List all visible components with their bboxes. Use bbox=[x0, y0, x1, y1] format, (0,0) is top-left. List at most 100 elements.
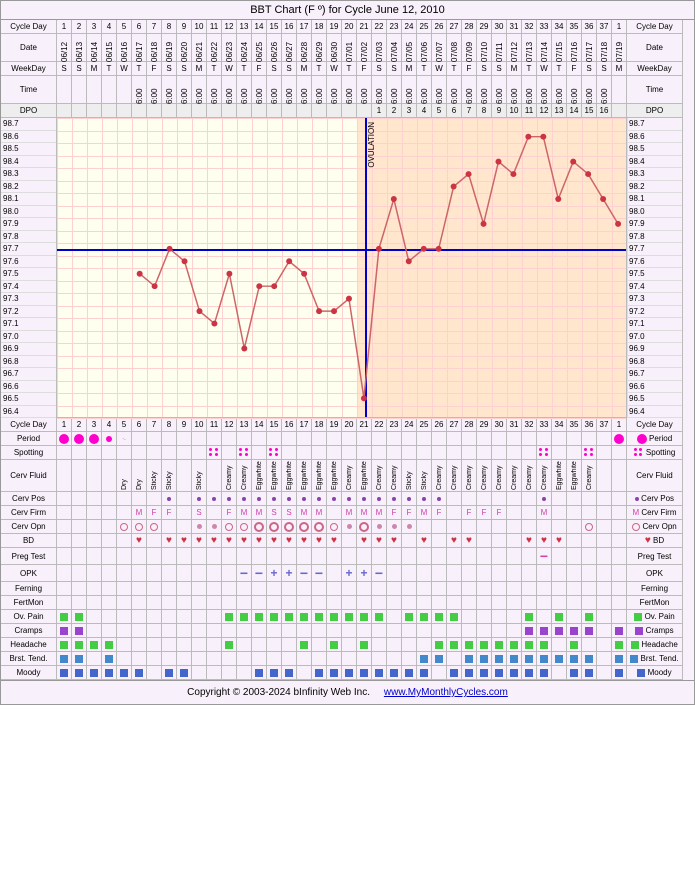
date-cell: 06/29 bbox=[312, 34, 327, 62]
headache-cell bbox=[57, 638, 72, 652]
cervopn-cell bbox=[492, 520, 507, 534]
brst-cell bbox=[402, 652, 417, 666]
fertmon-cell bbox=[582, 596, 597, 610]
headache-cell bbox=[552, 638, 567, 652]
footer: Copyright © 2003-2024 bInfinity Web Inc.… bbox=[1, 680, 694, 704]
cervpos-cell bbox=[567, 492, 582, 506]
cycle-day-cell2: 3 bbox=[87, 418, 102, 432]
dpo-cell bbox=[192, 104, 207, 118]
bd-cell bbox=[87, 534, 102, 548]
preg-cell bbox=[237, 548, 252, 565]
moody-cell bbox=[177, 666, 192, 680]
date-cell: 07/12 bbox=[507, 34, 522, 62]
cycle-day-cell: 33 bbox=[537, 20, 552, 34]
dpo-cell bbox=[237, 104, 252, 118]
bd-cell bbox=[342, 534, 357, 548]
ovpain-cell bbox=[72, 610, 87, 624]
cervfirm-cell: M bbox=[342, 506, 357, 520]
cycle-day-cell2: 14 bbox=[252, 418, 267, 432]
ferning-cell bbox=[312, 582, 327, 596]
date-cell: 06/21 bbox=[192, 34, 207, 62]
headache-cell bbox=[582, 638, 597, 652]
row-label-headache: Headache bbox=[1, 638, 57, 652]
cervfluid-cell: Eggwhite bbox=[282, 460, 297, 492]
brst-cell bbox=[87, 652, 102, 666]
spotting-cell bbox=[597, 446, 612, 460]
cramps-cell bbox=[192, 624, 207, 638]
cervfluid-cell: Eggwhite bbox=[357, 460, 372, 492]
cervopn-cell bbox=[567, 520, 582, 534]
opk-cell bbox=[387, 565, 402, 582]
cramps-cell bbox=[267, 624, 282, 638]
cervopn-cell bbox=[432, 520, 447, 534]
date-cell: 06/26 bbox=[267, 34, 282, 62]
spotting-cell bbox=[252, 446, 267, 460]
cycle-day-cell2: 4 bbox=[102, 418, 117, 432]
headache-cell bbox=[147, 638, 162, 652]
cycle-day-cell: 12 bbox=[222, 20, 237, 34]
row-label-r-opk: OPK bbox=[627, 565, 683, 582]
bd-cell bbox=[612, 534, 627, 548]
cervopn-cell bbox=[582, 520, 597, 534]
cycle-day-cell2: 10 bbox=[192, 418, 207, 432]
site-link[interactable]: www.MyMonthlyCycles.com bbox=[384, 687, 508, 698]
cycle-day-cell: 16 bbox=[282, 20, 297, 34]
preg-cell bbox=[492, 548, 507, 565]
opk-cell bbox=[597, 565, 612, 582]
spotting-cell bbox=[282, 446, 297, 460]
cervpos-cell bbox=[102, 492, 117, 506]
cervopn-cell bbox=[102, 520, 117, 534]
weekday-cell: S bbox=[162, 62, 177, 76]
ovpain-cell bbox=[207, 610, 222, 624]
moody-cell bbox=[327, 666, 342, 680]
weekday-cell: S bbox=[387, 62, 402, 76]
fertmon-cell bbox=[192, 596, 207, 610]
preg-cell bbox=[87, 548, 102, 565]
cramps-cell bbox=[582, 624, 597, 638]
row-label-ferning: Ferning bbox=[1, 582, 57, 596]
brst-cell bbox=[237, 652, 252, 666]
cramps-cell bbox=[537, 624, 552, 638]
opk-cell bbox=[612, 565, 627, 582]
date-cell: 06/13 bbox=[72, 34, 87, 62]
brst-cell bbox=[252, 652, 267, 666]
row-label-time: Time bbox=[1, 76, 57, 104]
fertmon-cell bbox=[417, 596, 432, 610]
cramps-cell bbox=[327, 624, 342, 638]
ovpain-cell bbox=[462, 610, 477, 624]
opk-cell: − bbox=[312, 565, 327, 582]
cycle-day-cell: 2 bbox=[72, 20, 87, 34]
moody-cell bbox=[447, 666, 462, 680]
weekday-cell: T bbox=[207, 62, 222, 76]
spotting-cell bbox=[612, 446, 627, 460]
cervfirm-cell bbox=[177, 506, 192, 520]
moody-cell bbox=[237, 666, 252, 680]
dpo-cell: 8 bbox=[477, 104, 492, 118]
opk-cell bbox=[207, 565, 222, 582]
ovpain-cell bbox=[192, 610, 207, 624]
dpo-cell bbox=[252, 104, 267, 118]
row-label-r-dpo: DPO bbox=[627, 104, 683, 118]
headache-cell bbox=[267, 638, 282, 652]
moody-cell bbox=[597, 666, 612, 680]
weekday-cell: F bbox=[567, 62, 582, 76]
cervopn-cell bbox=[612, 520, 627, 534]
cycle-day-cell: 30 bbox=[492, 20, 507, 34]
cervfluid-cell: Sticky bbox=[402, 460, 417, 492]
opk-cell bbox=[447, 565, 462, 582]
bd-cell: ♥ bbox=[192, 534, 207, 548]
period-cell bbox=[282, 432, 297, 446]
bbt-chart: BBT Chart (F º) for Cycle June 12, 2010 … bbox=[0, 0, 695, 705]
time-cell bbox=[102, 76, 117, 104]
date-cell: 06/12 bbox=[57, 34, 72, 62]
cervpos-cell bbox=[207, 492, 222, 506]
opk-cell: + bbox=[282, 565, 297, 582]
ovpain-cell bbox=[147, 610, 162, 624]
cervfluid-cell: Eggwhite bbox=[297, 460, 312, 492]
spotting-cell bbox=[72, 446, 87, 460]
spotting-cell bbox=[567, 446, 582, 460]
preg-cell bbox=[612, 548, 627, 565]
ferning-cell bbox=[507, 582, 522, 596]
date-cell: 06/17 bbox=[132, 34, 147, 62]
weekday-cell: S bbox=[597, 62, 612, 76]
